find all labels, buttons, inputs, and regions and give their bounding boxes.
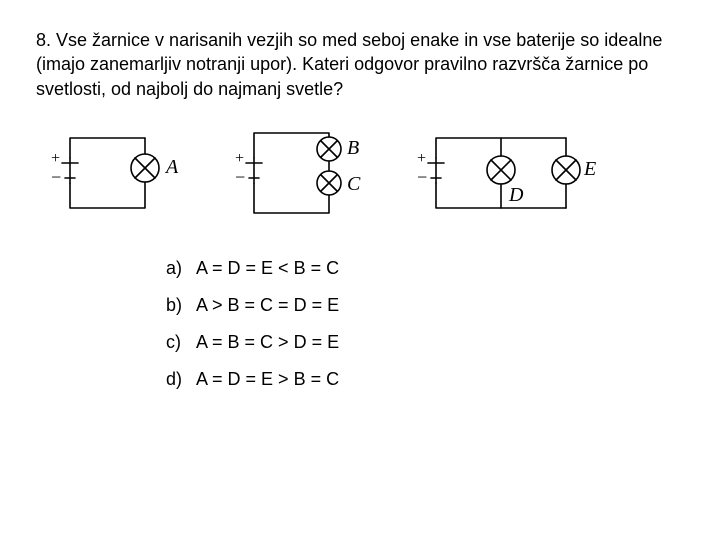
bulb-label-d: D [508,184,524,206]
circuit-diagrams: + − A + − [36,113,684,238]
minus-sign: − [50,167,62,187]
answer-option: c) A = B = C > D = E [166,332,684,353]
plus-sign: + [416,150,427,167]
answer-text: A = B = C > D = E [196,332,339,352]
circuit-3: + − D [416,138,596,208]
circuit-2: + − B C [234,133,361,213]
bulb-label-a: A [164,156,179,178]
answer-text: A > B = C = D = E [196,295,339,315]
circuit-1: + − A [50,138,179,208]
answer-letter: a) [166,258,192,279]
bulb-label-e: E [583,158,596,180]
bulb-label-b: B [347,137,359,159]
answer-letter: d) [166,369,192,390]
minus-sign: − [234,167,246,187]
plus-sign: + [234,150,245,167]
answer-letter: c) [166,332,192,353]
answer-text: A = D = E > B = C [196,369,339,389]
question-text: 8. Vse žarnice v narisanih vezjih so med… [36,28,684,101]
answer-option: d) A = D = E > B = C [166,369,684,390]
plus-sign: + [50,150,61,167]
bulb-label-c: C [347,173,361,195]
answer-option: b) A > B = C = D = E [166,295,684,316]
answer-option: a) A = D = E < B = C [166,258,684,279]
answer-letter: b) [166,295,192,316]
answer-list: a) A = D = E < B = C b) A > B = C = D = … [166,258,684,390]
minus-sign: − [416,167,428,187]
answer-text: A = D = E < B = C [196,258,339,278]
